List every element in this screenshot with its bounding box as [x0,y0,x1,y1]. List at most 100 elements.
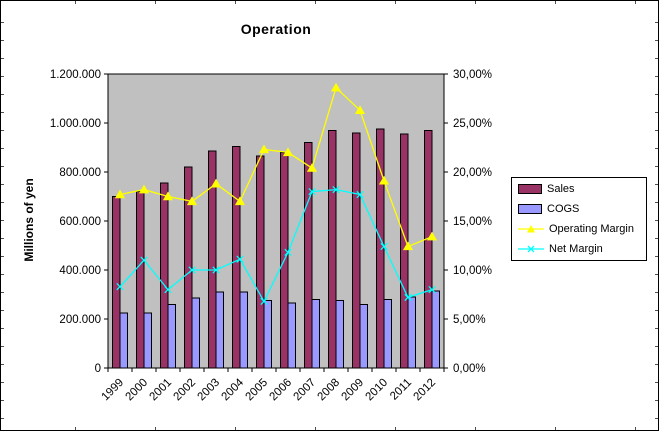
marker-triangle [378,175,390,185]
sheet-gridline-tick [555,427,556,430]
category-label-2001: 2001 [148,377,175,404]
plot-area[interactable] [107,73,445,369]
sheet-gridline-tick [1,382,4,383]
series-operating-margin[interactable] [114,82,438,251]
sheet-gridline-tick [475,1,476,4]
bar-sales-2000[interactable] [136,191,145,369]
marker-triangle [258,144,270,154]
bar-cogs-2009[interactable] [359,303,368,369]
sheet-gridline-tick [1,166,4,167]
sheet-gridline-tick [1,148,4,149]
legend-item-cogs[interactable]: COGS [518,199,646,219]
legend-label: COGS [547,203,580,215]
series-cogs[interactable] [119,290,440,369]
marker-x [332,185,340,194]
sheet-gridline-tick [655,238,658,239]
legend-item-sales[interactable]: Sales [518,179,646,199]
marker-x [428,285,436,294]
legend-item-operating-margin[interactable]: Operating Margin [518,219,646,239]
bar-sales-2009[interactable] [352,132,361,369]
sheet-gridline-tick [1,310,4,311]
sheet-gridline-tick [635,1,636,4]
category-label-2009: 2009 [340,377,367,404]
sheet-gridline-tick [75,427,76,430]
bar-cogs-2008[interactable] [335,300,344,369]
sheet-gridline-tick [655,94,658,95]
sheet-gridline-tick [655,346,658,347]
bar-cogs-2000[interactable] [143,312,152,369]
bar-sales-2005[interactable] [256,155,265,369]
legend-swatch-bar [518,184,542,194]
series-net-margin[interactable] [116,185,436,306]
bar-cogs-2001[interactable] [167,303,176,369]
legend-label: Net Margin [549,243,603,255]
bar-cogs-2003[interactable] [215,291,224,369]
right-tick-label: 30,00% [453,69,492,81]
sheet-gridline-tick [155,1,156,4]
bar-sales-2008[interactable] [328,129,337,369]
legend-label: Sales [547,183,575,195]
bar-cogs-2007[interactable] [311,298,320,369]
sheet-gridline-tick [655,310,658,311]
sheet-gridline-tick [655,184,658,185]
sheet-gridline-tick [1,184,4,185]
sheet-gridline-tick [475,427,476,430]
sheet-gridline-tick [655,166,658,167]
bar-sales-2010[interactable] [376,128,385,369]
right-tick-label: 20,00% [453,167,492,179]
legend[interactable]: Sales COGS Operating Margin Net Margin [511,177,647,261]
sheet-gridline-tick [1,58,4,59]
right-tick-label: 15,00% [453,216,492,228]
sheet-gridline-tick [655,274,658,275]
bar-sales-2004[interactable] [232,145,241,369]
marker-triangle [234,196,246,206]
marker-triangle [210,178,222,188]
bar-cogs-1999[interactable] [119,312,128,369]
chart-title[interactable]: Operation [240,21,312,37]
bar-cogs-2011[interactable] [407,296,416,369]
marker-triangle [306,163,318,172]
marker-x [308,187,316,196]
bar-sales-2001[interactable] [160,182,169,369]
bar-cogs-2012[interactable] [431,290,440,369]
legend-label: Operating Margin [549,223,634,235]
axis-ticks [104,73,448,372]
sheet-gridline-tick [1,274,4,275]
marker-x [140,256,148,264]
sheet-gridline-tick [655,418,658,419]
sheet-gridline-tick [75,1,76,4]
marker-x [284,248,292,257]
bar-sales-2007[interactable] [304,142,313,369]
sheet-gridline-tick [635,427,636,430]
legend-item-net-margin[interactable]: Net Margin [518,239,646,259]
category-label-2005: 2005 [244,377,271,404]
left-tick-label: 1.200.000 [50,69,101,81]
marker-triangle [282,147,294,157]
sheet-gridline-tick [235,1,236,4]
category-label-1999: 1999 [100,377,127,404]
bar-cogs-2002[interactable] [191,297,200,369]
sheet-gridline-tick [1,40,4,41]
bar-sales-2011[interactable] [400,133,409,369]
bar-cogs-2010[interactable] [383,298,392,369]
sheet-gridline-tick [655,58,658,59]
sheet-gridline-tick [655,382,658,383]
marker-triangle [426,231,438,241]
sheet-gridline-tick [655,328,658,329]
series-sales[interactable] [112,128,433,369]
marker-x [404,293,412,302]
marker-triangle [354,105,366,114]
bar-cogs-2004[interactable] [239,291,248,369]
bar-sales-2002[interactable] [184,166,193,369]
category-labels: 1999200020012002200320042005200620072008… [100,376,439,403]
marker-x [164,285,172,294]
bar-sales-2003[interactable] [208,150,217,369]
left-tick-label: 400.000 [59,265,101,277]
sheet-gridline-tick [655,256,658,257]
bar-sales-1999[interactable] [112,196,121,369]
bar-sales-2012[interactable] [424,129,433,369]
sheet-gridline-tick [1,292,4,293]
bar-cogs-2005[interactable] [263,300,272,369]
bar-cogs-2006[interactable] [287,302,296,369]
